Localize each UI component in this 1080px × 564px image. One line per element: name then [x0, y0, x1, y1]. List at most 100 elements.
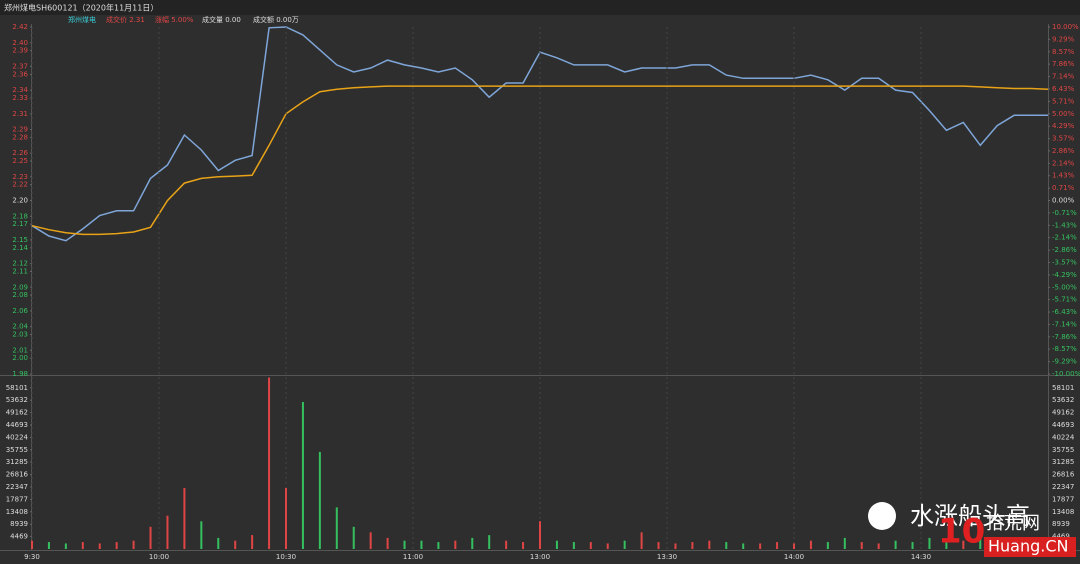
y2-tick-label: 6.43% [1052, 85, 1075, 93]
y-tick-label: 2.00 [12, 354, 28, 362]
y-tick-label: 8939 [10, 520, 28, 528]
volume-bar [183, 487, 186, 549]
volume-bar [657, 542, 660, 549]
x-tick-label: 10:00 [149, 553, 169, 561]
y2-tick-label: 17877 [1052, 495, 1074, 503]
volume-bar [234, 540, 237, 549]
volume-bar [352, 526, 355, 549]
y-tick-label: 2.11 [12, 267, 28, 275]
y2-tick-label: 4469 [1052, 533, 1070, 541]
y2-tick-label: 22347 [1052, 483, 1074, 491]
price-line [31, 85, 1049, 236]
y2-tick-label: 4.29% [1052, 122, 1075, 130]
y-tick-label: 2.03 [12, 331, 28, 339]
y2-tick-label: 10.00% [1052, 23, 1079, 31]
y-tick-label: 2.36 [12, 70, 28, 78]
y-tick-label: 13408 [6, 508, 28, 516]
volume-bar [81, 542, 84, 549]
y-tick-label: 2.23 [12, 173, 28, 181]
y2-tick-label: -5.71% [1052, 296, 1077, 304]
change-label: 涨幅 5.00% [155, 15, 194, 24]
x-tick-label: 11:00 [403, 553, 423, 561]
y2-tick-label: -7.14% [1052, 320, 1077, 328]
volume-bar [606, 543, 609, 549]
volume-bar [691, 542, 694, 549]
y2-tick-label: 53632 [1052, 396, 1074, 404]
y2-tick-label: 8939 [1052, 520, 1070, 528]
amount-label: 成交额 0.00万 [253, 15, 299, 24]
volume-bar [708, 540, 711, 549]
volume-bar [149, 526, 152, 549]
y2-tick-label: 9.29% [1052, 35, 1075, 43]
y2-tick-label: 2.14% [1052, 159, 1075, 167]
watermark-slogan: 水涨船头高 [910, 502, 1030, 530]
volume-bar [979, 537, 982, 549]
y-tick-label: 2.18 [12, 212, 28, 220]
y2-tick-label: -9.29% [1052, 358, 1077, 366]
volume-bar [64, 543, 67, 549]
volume-bar [285, 487, 287, 549]
volume-bar [826, 542, 829, 549]
y-tick-label: 53632 [6, 396, 28, 404]
volume-bar [589, 542, 592, 549]
volume-bar [386, 537, 389, 549]
volume-bar [962, 540, 965, 549]
volume-bar [623, 540, 626, 549]
volume-bar [301, 401, 304, 549]
x-tick-label: 13:30 [657, 553, 677, 561]
y2-tick-label: 0.00% [1052, 197, 1075, 205]
volume-bar [809, 540, 812, 549]
y-tick-label: 2.34 [12, 86, 28, 94]
y-tick-label: 2.06 [12, 307, 28, 315]
volume-bar [437, 542, 440, 549]
volume-bar [47, 542, 50, 549]
y2-tick-label: 5.71% [1052, 97, 1075, 105]
y2-tick-label: -5.00% [1052, 283, 1077, 291]
y2-tick-label: 5.00% [1052, 110, 1075, 118]
volume-bar [217, 537, 220, 549]
volume-bar [471, 537, 474, 549]
y-tick-label: 2.28 [12, 133, 28, 141]
y-tick-label: 2.08 [12, 291, 28, 299]
y-tick-label: 2.12 [12, 260, 28, 268]
volume-bar [911, 542, 914, 549]
price-label: 成交价 2.31 [106, 15, 145, 24]
y2-tick-label: 40224 [1052, 433, 1075, 441]
y2-tick-label: 49162 [1052, 409, 1074, 417]
volume-bar [318, 451, 321, 549]
watermark-logo: 10 [938, 512, 985, 552]
x-tick-label: 14:30 [911, 553, 931, 561]
volume-bar [640, 532, 643, 549]
y-tick-label: 26816 [6, 471, 29, 479]
y-tick-label: 2.37 [12, 62, 28, 70]
volume-bar [742, 543, 745, 549]
y2-tick-label: -0.71% [1052, 209, 1077, 217]
volume-bar [31, 540, 33, 549]
y-tick-label: 2.04 [12, 323, 28, 331]
y-tick-label: 58101 [6, 384, 28, 392]
volume-bar [894, 540, 897, 549]
volume-bar [403, 540, 406, 549]
y2-tick-label: 2.86% [1052, 147, 1075, 155]
volume-bar [268, 377, 271, 549]
volume-bar [860, 542, 863, 549]
y-tick-label: 22347 [6, 483, 28, 491]
volume-bar [776, 542, 779, 549]
y-tick-label: 2.26 [12, 149, 28, 157]
y-tick-label: 31285 [6, 458, 28, 466]
wechat-icon [868, 502, 896, 530]
volume-bar [522, 542, 525, 549]
volume-bar [369, 532, 372, 549]
x-tick-label: 14:00 [784, 553, 804, 561]
y-tick-label: 2.39 [12, 47, 28, 55]
y2-tick-label: 26816 [1052, 471, 1075, 479]
y2-tick-label: -8.57% [1052, 345, 1077, 353]
volume-bar [843, 537, 846, 549]
volume-bar [759, 543, 762, 549]
stock-name: 郑州煤电 [68, 15, 96, 24]
y2-tick-label: 13408 [1052, 508, 1074, 516]
volume-label: 成交量 0.00 [202, 15, 241, 24]
y-tick-label: 2.14 [12, 244, 28, 252]
volume-bar [132, 540, 135, 549]
